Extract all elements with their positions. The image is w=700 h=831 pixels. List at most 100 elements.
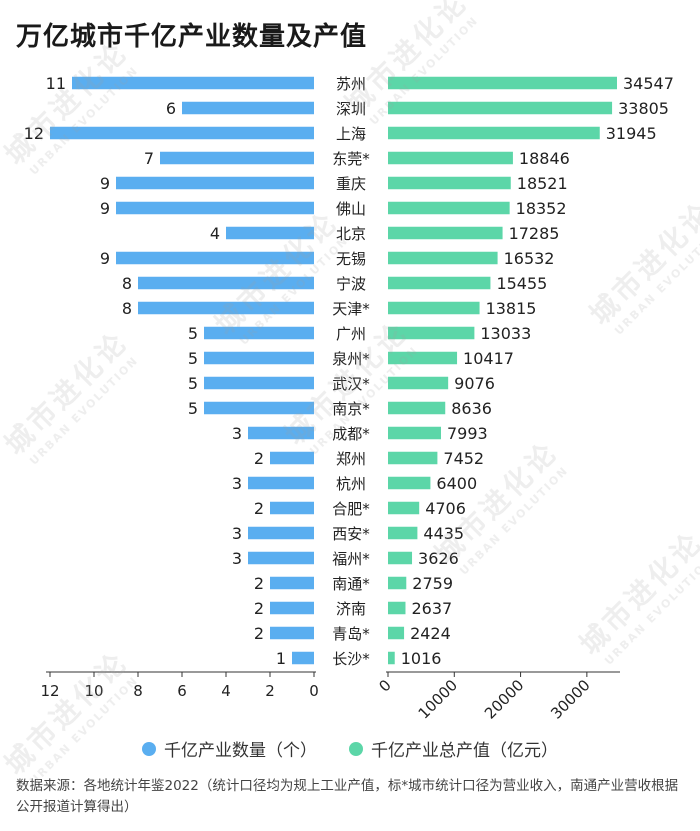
value-axis-group: 0 10000 20000 30000 [375,671,620,723]
value-value-label: 13033 [480,324,531,343]
count-axis-tick-label: 12 [40,682,59,700]
city-label: 泉州* [332,350,370,368]
count-bar [204,401,314,415]
city-label: 东莞* [332,150,370,168]
value-bar [388,176,511,190]
value-axis-tick-label: 30000 [547,676,593,722]
value-value-label: 18521 [517,174,568,193]
count-bar [270,576,314,590]
value-bar [388,101,613,115]
value-value-label: 7993 [447,424,488,443]
value-bar [388,476,431,490]
count-value-label: 5 [188,399,198,418]
city-label: 武汉* [332,375,370,393]
value-bar [388,451,438,465]
city-label: 深圳 [336,100,366,118]
city-label: 北京 [336,225,366,243]
count-value-label: 9 [100,174,110,193]
city-label: 宁波 [336,275,366,293]
count-bar [292,651,314,665]
legend-swatch-value [349,741,363,756]
count-value-label: 1 [276,649,286,668]
city-label: 济南 [336,600,366,618]
value-bar [388,276,491,290]
count-bars-group [50,76,314,665]
count-axis-tick-label: 2 [265,682,275,700]
count-value-label: 3 [232,549,242,568]
value-bar [388,501,420,515]
count-bar [50,126,314,140]
value-value-label: 9076 [454,374,495,393]
count-value-label: 7 [144,149,154,168]
value-bar [388,551,413,565]
value-value-label: 10417 [463,349,514,368]
count-bar [72,76,314,90]
value-value-label: 8636 [451,399,492,418]
value-bar [388,526,418,540]
value-value-label: 2759 [412,574,453,593]
value-value-label: 13815 [486,299,537,318]
count-value-label: 8 [122,299,132,318]
value-value-label: 2424 [410,624,451,643]
value-bar [388,201,510,215]
count-bar [182,101,314,115]
city-label: 重庆 [336,175,366,193]
value-bar [388,76,617,90]
value-value-label: 6400 [436,474,477,493]
count-axis-tick-label: 6 [177,682,187,700]
value-value-label: 33805 [618,99,669,118]
count-value-label: 5 [188,374,198,393]
value-bar [388,426,441,440]
legend: 千亿产业数量（个） 千亿产业总产值（亿元） [0,736,700,761]
value-value-label: 7452 [443,449,484,468]
count-value-label: 9 [100,199,110,218]
value-value-label: 18352 [516,199,567,218]
count-axis-tick-label: 10 [84,682,103,700]
count-value-label: 6 [166,99,176,118]
value-value-label: 18846 [519,149,570,168]
count-bar [270,501,314,515]
city-label: 郑州 [336,450,366,468]
value-value-label: 34547 [623,74,674,93]
city-label: 福州* [332,550,370,568]
count-value-label: 3 [232,424,242,443]
value-value-label: 4435 [423,524,464,543]
count-value-label: 3 [232,524,242,543]
chart-title: 万亿城市千亿产业数量及产值 [16,22,368,52]
city-label: 成都* [332,425,370,443]
count-value-label: 2 [254,499,264,518]
count-value-label: 2 [254,624,264,643]
count-bar [116,251,314,265]
count-value-label: 5 [188,324,198,343]
value-bar [388,251,498,265]
value-bar [388,601,406,615]
city-label: 广州 [336,325,366,343]
count-bar [138,301,314,315]
value-value-label: 3626 [418,549,459,568]
count-value-label: 4 [210,224,220,243]
city-label: 西安* [332,525,370,543]
city-label: 天津* [332,300,370,318]
value-bar [388,626,405,640]
value-value-label: 15455 [496,274,547,293]
count-bar [248,426,314,440]
count-bar [204,351,314,365]
count-value-label: 12 [24,124,44,143]
count-bar [270,601,314,615]
value-bar [388,401,446,415]
value-bars-group [388,76,617,665]
legend-label-count: 千亿产业数量（个） [164,741,317,761]
count-axis-group: 12 10 8 6 4 2 0 [40,671,319,700]
value-bar [388,301,480,315]
value-value-label: 31945 [606,124,657,143]
value-axis-tick-label: 20000 [481,676,527,722]
value-value-labels-group: 34547 33805 31945 18846 18521 18352 17285 16532… [401,74,674,668]
count-bar [116,201,314,215]
count-bar [226,226,314,240]
count-value-label: 3 [232,474,242,493]
value-value-label: 17285 [509,224,560,243]
count-value-label: 11 [46,74,66,93]
count-axis-tick-label: 4 [221,682,231,700]
count-bar [270,626,314,640]
city-label: 佛山 [336,200,366,218]
